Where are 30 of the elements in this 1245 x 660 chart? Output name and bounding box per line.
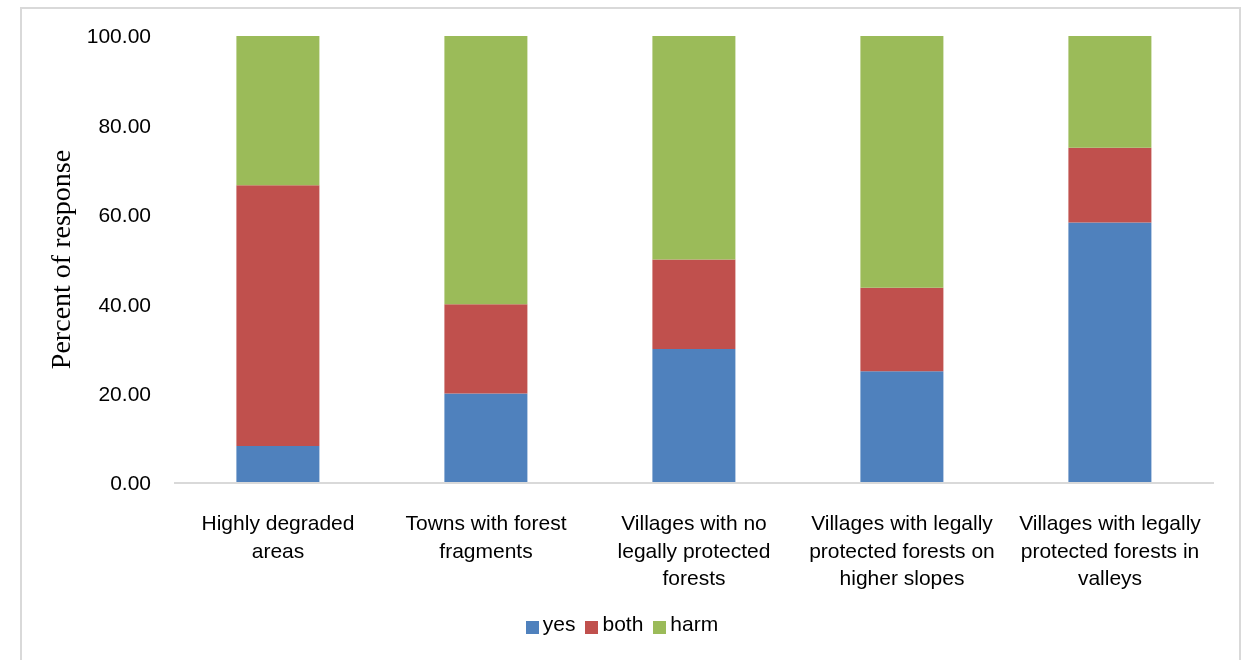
bar [444, 36, 528, 305]
x-tick-label: Towns with forest fragments [405, 511, 567, 562]
bar [444, 304, 528, 394]
y-tick-label: 20.00 [98, 382, 151, 406]
bar [860, 287, 944, 372]
bar [652, 36, 736, 260]
legend-label: harm [670, 612, 719, 635]
legend-label: both [602, 612, 644, 635]
bar [236, 36, 320, 186]
y-tick-label: 100.00 [86, 24, 151, 48]
y-tick-label: 40.00 [98, 292, 151, 316]
bar [652, 348, 736, 483]
bar [860, 36, 944, 288]
bar [444, 393, 528, 483]
x-tick-label: Villages with no legally protected forests [617, 511, 771, 589]
bar [236, 185, 320, 446]
x-tick-label: Villages with legally protected forests in valleys [1019, 511, 1202, 589]
y-tick-label: 0.00 [110, 471, 151, 495]
bar [236, 445, 320, 483]
bar [1068, 222, 1152, 483]
x-tick-label: Highly degraded areas [201, 511, 355, 562]
y-tick-label: 80.00 [98, 113, 151, 137]
bar [652, 259, 736, 349]
legend-label: yes [542, 612, 576, 635]
x-tick-label: Villages with legally protected forests on higher slopes [809, 511, 995, 589]
y-tick-label: 60.00 [98, 203, 151, 227]
y-axis-title: Percent of response [44, 149, 76, 370]
bar [1068, 147, 1152, 223]
bar [860, 371, 944, 483]
bar [1068, 36, 1152, 148]
